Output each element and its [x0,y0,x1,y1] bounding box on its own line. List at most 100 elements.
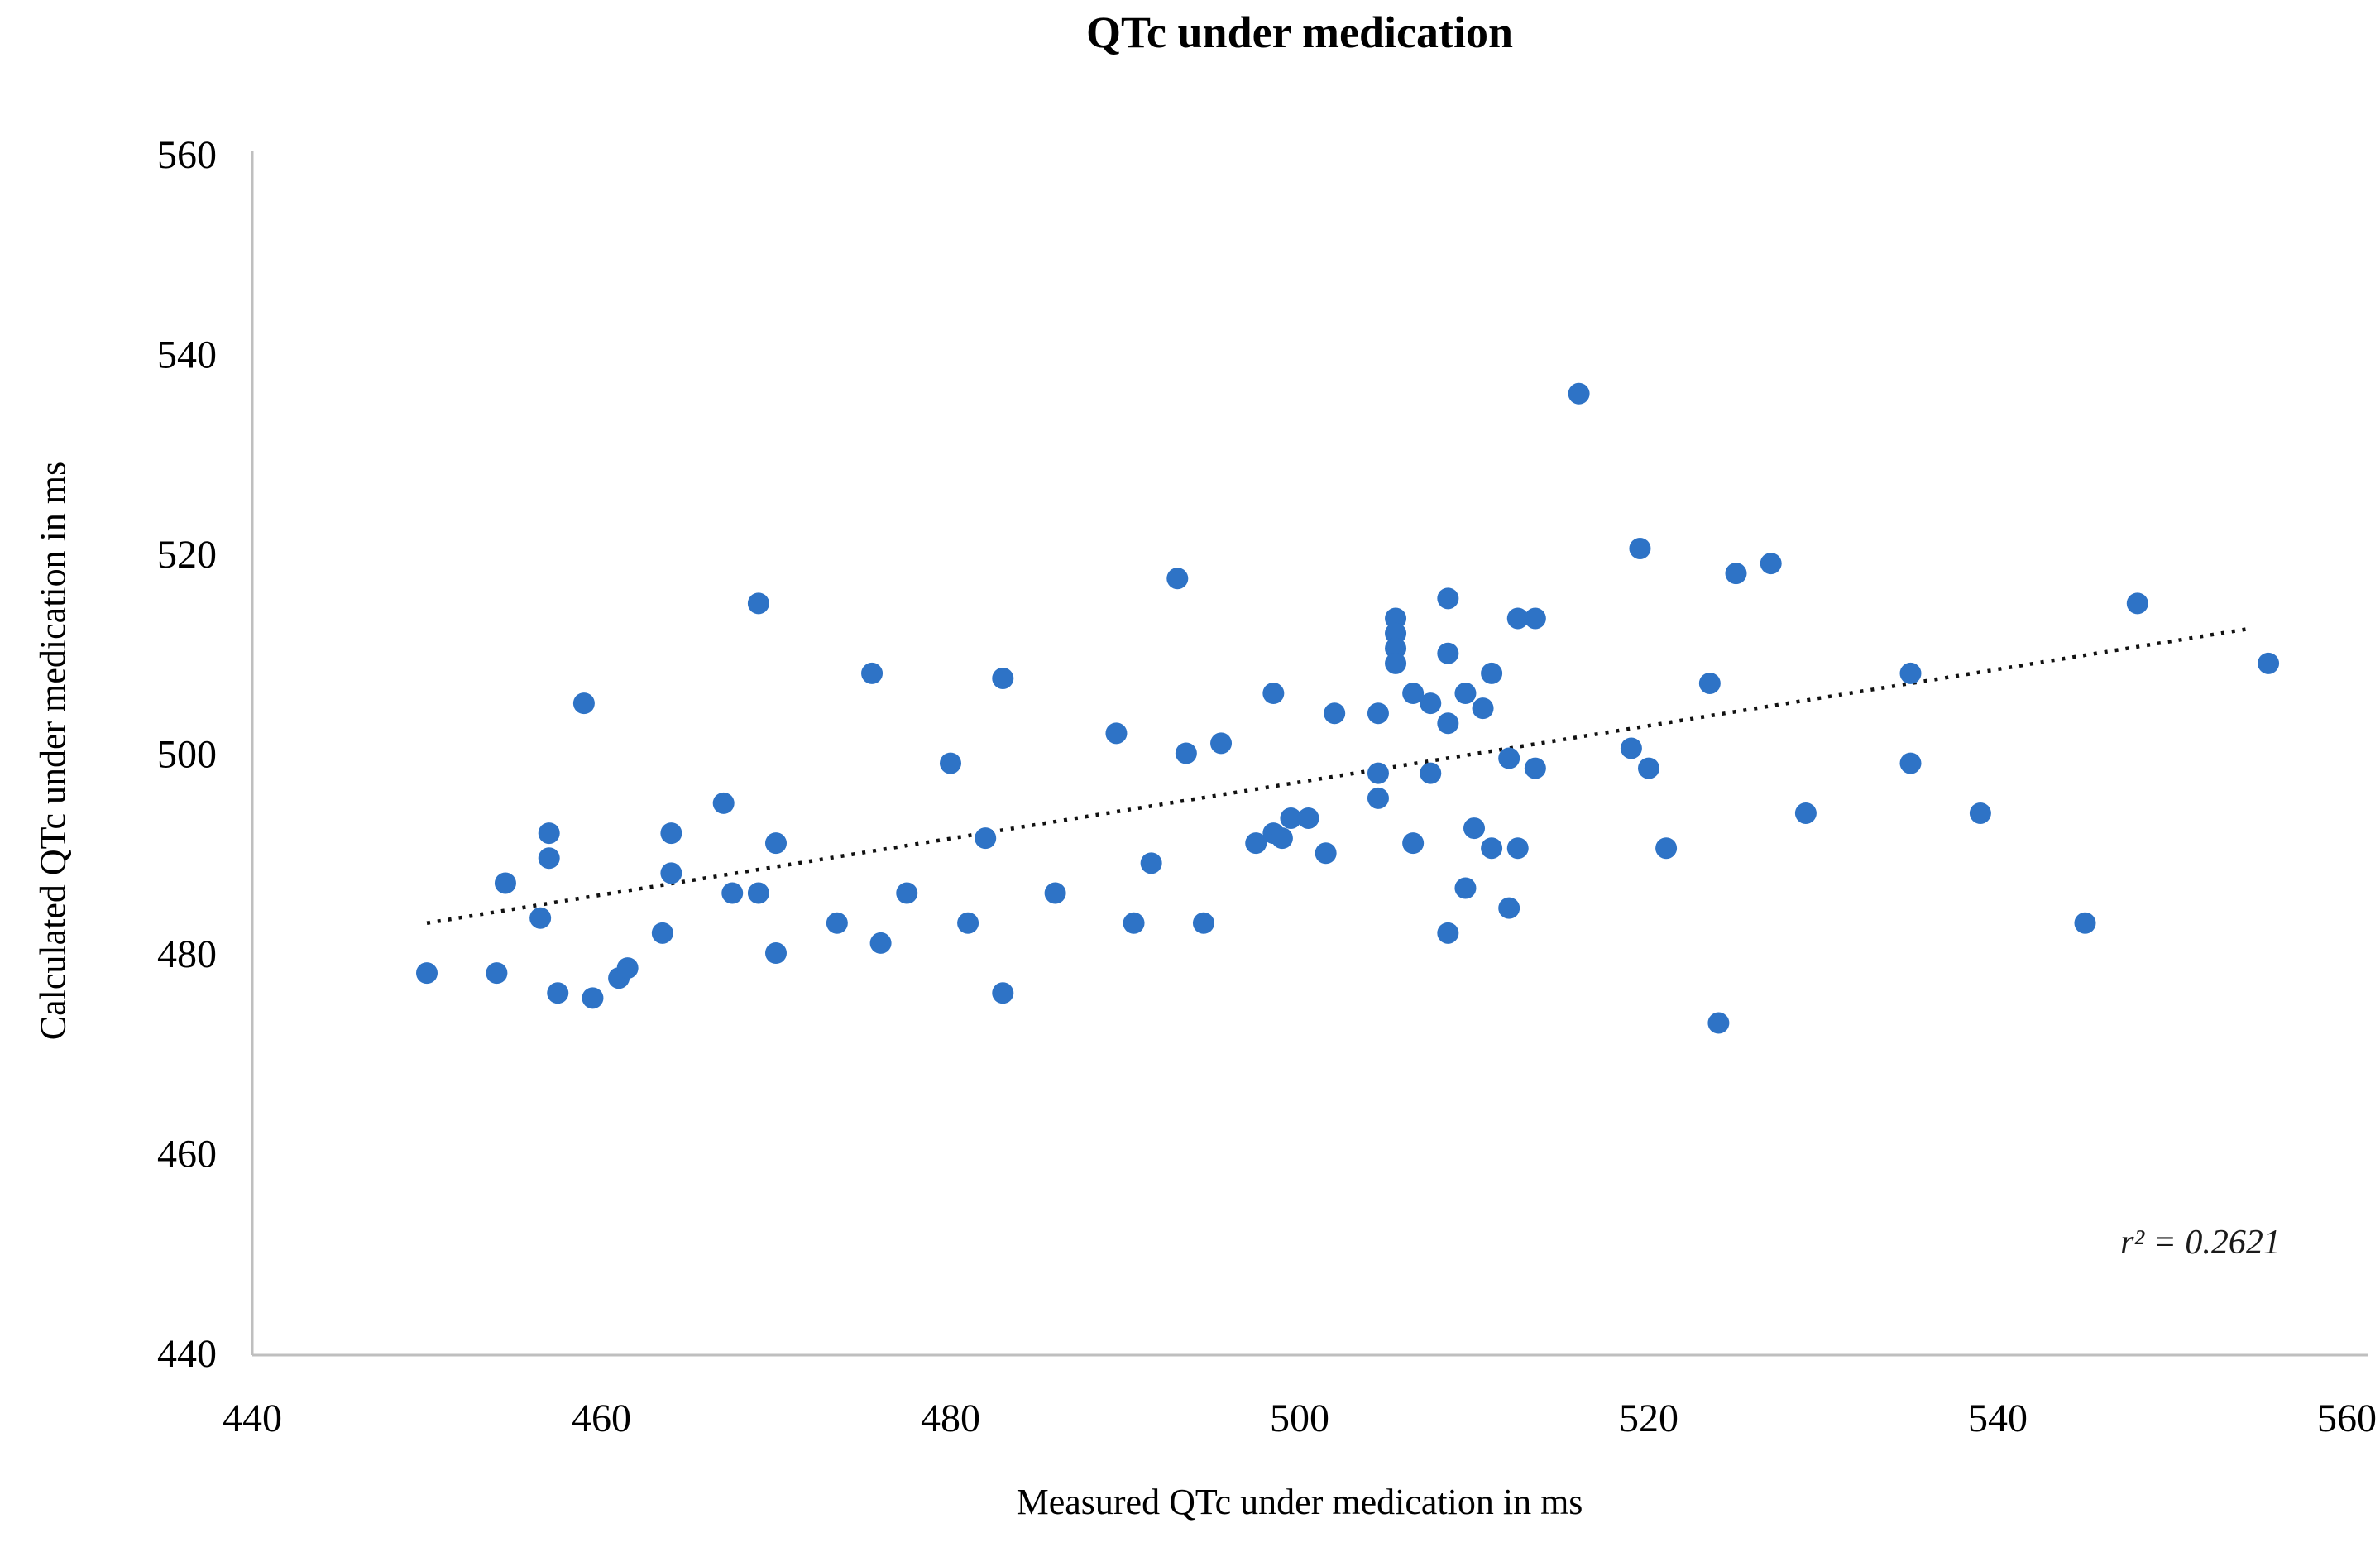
data-point [992,982,1014,1004]
data-point [1472,697,1494,720]
data-point [1367,702,1389,725]
data-point [538,847,560,870]
y-tick-label: 500 [157,733,217,777]
data-point [861,662,884,684]
data-point [1454,683,1477,705]
trendline [426,626,2252,925]
data-point [1698,672,1721,694]
data-point [1707,1012,1730,1034]
data-point [712,792,735,814]
data-point [529,907,552,929]
y-tick-label: 540 [157,333,217,377]
data-point [1620,737,1642,759]
data-point [1899,752,1922,774]
data-point [1568,382,1590,405]
data-point [1498,897,1520,919]
data-point [660,862,682,884]
data-point [1297,807,1319,829]
y-tick-label: 560 [157,133,217,177]
data-point [1385,637,1407,659]
x-tick-label: 560 [2317,1397,2377,1440]
data-point [2258,652,2280,674]
y-tick-label: 460 [157,1133,217,1176]
data-point [1315,842,1337,865]
data-point [1969,802,1991,824]
data-point [896,882,918,904]
x-tick-label: 540 [1968,1397,2028,1440]
data-point [1140,852,1162,874]
data-point [582,987,604,1009]
data-point [765,832,787,855]
data-point [1498,747,1520,769]
data-point [486,962,508,985]
data-point [975,827,997,850]
x-tick-label: 520 [1619,1397,1678,1440]
data-point [2074,912,2096,934]
y-tick-labels: 440 460 480 500 520 540 560 [157,133,217,1376]
data-point [992,667,1014,689]
scatter-points [416,382,2280,1034]
data-point [721,882,744,904]
data-point [538,822,560,845]
data-point [1437,922,1459,944]
data-point [1899,662,1922,684]
data-point [1437,642,1459,664]
data-point [1437,712,1459,735]
data-point [1481,662,1503,684]
data-point [1437,587,1459,610]
data-point [957,912,979,934]
data-point [1420,692,1442,715]
data-point [1166,568,1189,590]
data-point [1262,683,1285,705]
data-point [1044,882,1066,904]
data-point [1454,877,1477,899]
data-point [494,872,516,894]
data-point [1524,607,1546,630]
x-tick-label: 500 [1270,1397,1329,1440]
data-point [747,592,769,615]
data-point [1638,757,1659,779]
data-point [1463,817,1485,840]
data-point [1481,837,1503,860]
data-point [1367,762,1389,784]
data-point [869,932,892,954]
data-point [1420,762,1442,784]
data-point [1385,652,1407,674]
data-point [1506,607,1529,630]
data-point [1655,837,1678,860]
data-point [1324,702,1346,725]
data-point [1629,537,1651,559]
x-tick-label: 460 [572,1397,631,1440]
data-point [1105,722,1128,745]
y-tick-label: 520 [157,533,217,577]
data-point [1123,912,1145,934]
x-tick-label: 480 [921,1397,980,1440]
data-point [660,822,682,845]
data-point [747,882,769,904]
data-point [1794,802,1817,824]
data-point [940,752,961,774]
x-axis-title: Measured QTc under medication in ms [1016,1482,1583,1522]
data-point [2126,592,2148,615]
trendline-segment [426,626,2252,925]
data-point [1175,742,1197,764]
chart-title: QTc under medication [1085,7,1514,57]
data-point [1280,807,1302,829]
data-point [1506,837,1529,860]
data-point [1402,832,1425,855]
data-point [1367,787,1389,809]
y-tick-label: 480 [157,932,217,976]
data-point [1725,563,1747,585]
data-point [616,957,639,980]
data-point [1524,757,1546,779]
data-point [1385,607,1407,630]
data-point [826,912,848,934]
data-point [1402,683,1425,705]
data-point [651,922,673,944]
data-point [1210,732,1233,755]
x-tick-label: 440 [223,1397,282,1440]
data-point [416,962,438,985]
data-point [1192,912,1214,934]
